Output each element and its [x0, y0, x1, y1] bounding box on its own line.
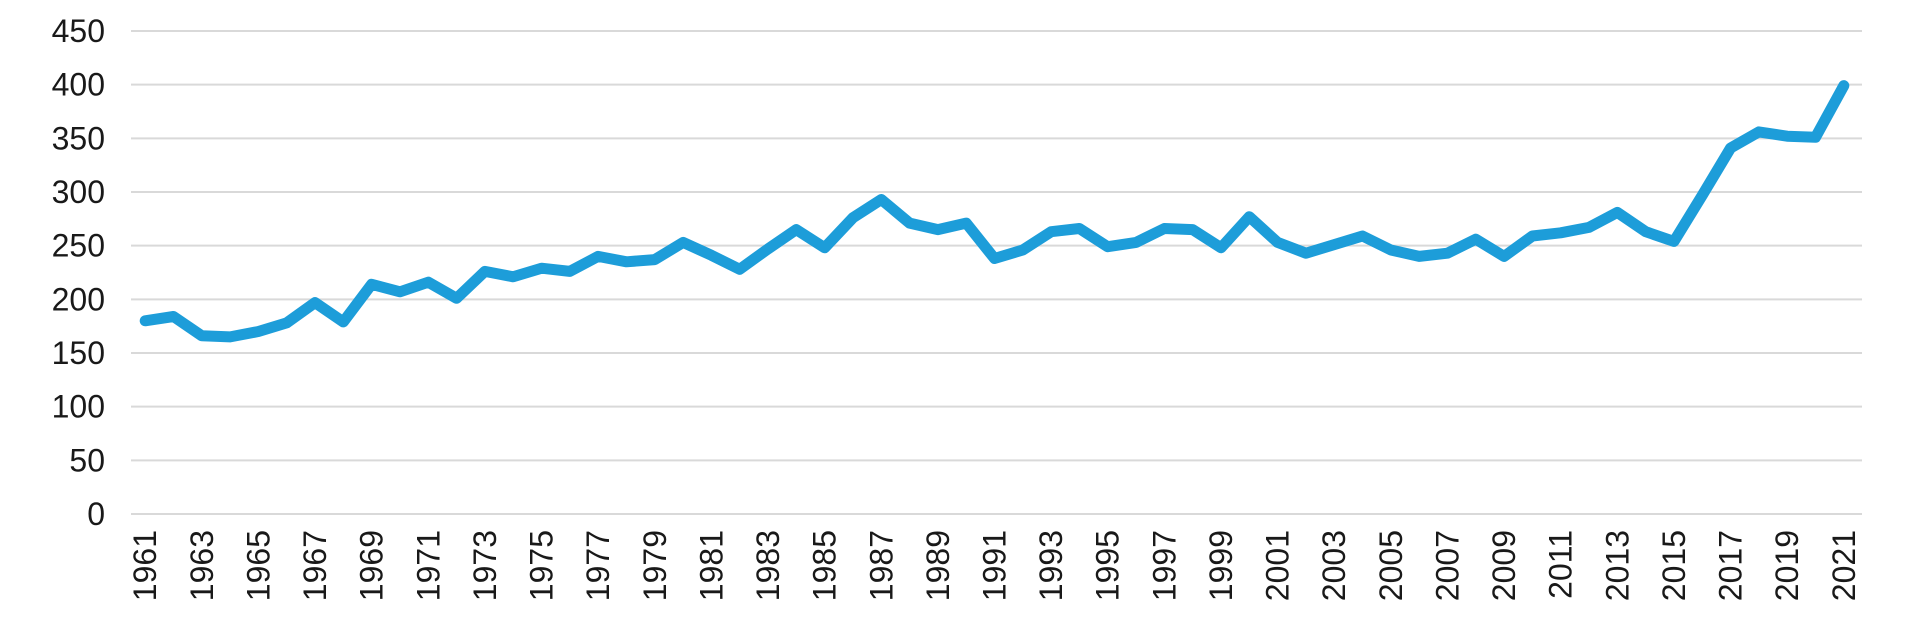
x-tick-label: 1967 — [297, 530, 333, 601]
y-tick-label: 450 — [52, 13, 105, 49]
x-tick-label: 2011 — [1543, 530, 1579, 599]
x-tick-label: 2019 — [1769, 530, 1805, 601]
x-tick-label: 2003 — [1316, 530, 1352, 601]
x-tick-label: 1989 — [920, 530, 956, 601]
y-tick-label: 150 — [52, 335, 105, 371]
x-tick-label: 2001 — [1260, 530, 1296, 601]
x-tick-label: 1993 — [1033, 530, 1069, 601]
x-tick-label: 1995 — [1090, 530, 1126, 601]
x-tick-label: 2009 — [1486, 530, 1522, 601]
y-tick-label: 300 — [52, 174, 105, 210]
y-tick-label: 50 — [69, 442, 105, 478]
y-tick-label: 200 — [52, 281, 105, 317]
x-tick-label: 1965 — [240, 530, 276, 601]
x-tick-label: 1971 — [410, 530, 446, 601]
x-tick-label: 1981 — [693, 530, 729, 601]
x-tick-label: 1963 — [184, 530, 220, 601]
y-tick-label: 0 — [87, 496, 105, 532]
x-tick-label: 1969 — [354, 530, 390, 601]
y-tick-label: 250 — [52, 228, 105, 264]
x-tick-label: 1973 — [467, 530, 503, 601]
x-tick-label: 2015 — [1656, 530, 1692, 601]
x-tick-label: 1977 — [580, 530, 616, 601]
x-tick-label: 1985 — [807, 530, 843, 601]
x-tick-label: 2013 — [1599, 530, 1635, 601]
x-tick-label: 1961 — [127, 530, 163, 601]
x-tick-label: 1975 — [524, 530, 560, 601]
x-tick-label: 2017 — [1713, 530, 1749, 601]
y-tick-label: 400 — [52, 67, 105, 103]
x-tick-label: 1979 — [637, 530, 673, 601]
x-tick-label: 1983 — [750, 530, 786, 601]
x-tick-label: 1991 — [977, 530, 1013, 601]
x-tick-label: 2021 — [1826, 530, 1862, 601]
x-tick-label: 2005 — [1373, 530, 1409, 601]
y-tick-label: 100 — [52, 389, 105, 425]
x-tick-label: 1987 — [863, 530, 899, 601]
x-tick-label: 2007 — [1429, 530, 1465, 601]
y-tick-label: 350 — [52, 120, 105, 156]
x-tick-label: 1999 — [1203, 530, 1239, 601]
x-tick-label: 1997 — [1146, 530, 1182, 601]
data-line-series — [139, 80, 1850, 343]
